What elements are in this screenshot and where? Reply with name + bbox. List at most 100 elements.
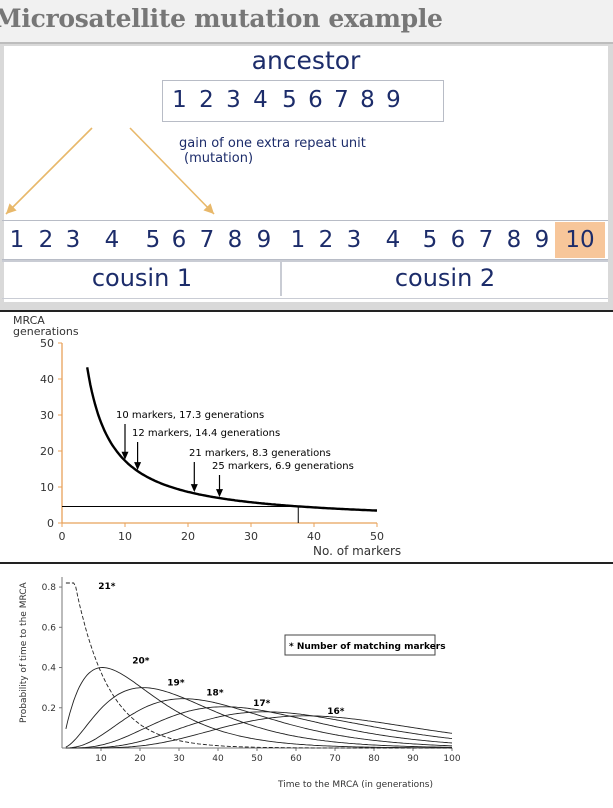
x-tick-label: 50 [370, 530, 384, 543]
y-tick-label: 0.2 [42, 704, 56, 714]
ancestor-repeat-unit: 1 [166, 82, 193, 118]
series-label: 17* [253, 699, 271, 709]
cousin2-repeat-unit: 7 [473, 222, 499, 258]
x-tick-label: 100 [443, 754, 460, 764]
cousin2-repeat-unit: 1 [285, 222, 311, 258]
annotation-arrow-head [190, 484, 198, 493]
cousin-label-divider [280, 260, 282, 296]
x-tick-label: 80 [368, 754, 380, 764]
cousin2-repeat-unit: 9 [529, 222, 555, 258]
distribution-curve [65, 715, 453, 749]
x-tick-label: 40 [307, 530, 321, 543]
annotation-arrow-head [121, 451, 129, 460]
inheritance-arrows [5, 127, 215, 215]
x-tick-label: 30 [244, 530, 258, 543]
series-label: 21* [98, 582, 116, 592]
y-axis-label: generations [13, 325, 79, 338]
annotation-arrow-head [216, 489, 223, 498]
cousin1-label: cousin 1 [91, 264, 193, 292]
series-label: 20* [132, 657, 150, 667]
y-tick-label: 0.8 [42, 583, 57, 593]
mrca-curve [86, 367, 377, 512]
ancestor-repeat-unit: 6 [302, 82, 329, 118]
cousin2-label: cousin 2 [394, 264, 496, 292]
x-axis-label: Time to the MRCA (in generations) [277, 780, 433, 790]
x-tick-label: 10 [118, 530, 132, 543]
y-tick-label: 0.6 [42, 623, 57, 633]
chart-c-svg: 0.2 0.4 0.6 0.8 10 20 30 40 50 60 70 80 90 100 Probabi… [19, 577, 461, 790]
cousin-label-row [2, 260, 608, 299]
x-tick-label: 0 [59, 530, 66, 543]
distribution-curve [65, 706, 453, 749]
distribution-curve [65, 711, 453, 749]
x-tick-label: 60 [290, 754, 302, 764]
ancestor-repeat-box [162, 80, 444, 122]
x-tick-label: 10 [95, 754, 107, 764]
y-tick-label: 50 [40, 337, 54, 350]
y-tick-label: 10 [40, 481, 54, 494]
mutation-note: (mutation) [184, 151, 254, 166]
ancestor-repeat-unit: 4 [247, 82, 274, 118]
y-tick-label: 40 [40, 373, 54, 386]
ancestor-repeat-unit: 2 [193, 82, 220, 118]
mutated-repeat-unit: 10 [555, 222, 605, 258]
x-tick-label: 30 [173, 754, 185, 764]
probability-distribution-chart: 0.2 0.4 0.6 0.8 10 20 30 40 50 60 70 80 90 100 Probabi… [0, 565, 613, 804]
legend-text: * Number of matching markers [289, 642, 446, 652]
mutation-note: gain of one extra repeat unit [179, 136, 366, 151]
ancestor-label: ancestor [251, 46, 361, 75]
mrca-vs-markers-chart: 0 10 20 30 40 50 0 10 20 30 40 50 MRCA generations No.… [0, 312, 613, 562]
y-axis-label: MRCA [13, 314, 45, 327]
cousin2-repeat-unit: 2 [313, 222, 339, 258]
series-label: 18* [206, 689, 224, 699]
annotation-label: 10 markers, 17.3 generations [116, 410, 264, 421]
cousin2-repeat-unit: 6 [445, 222, 471, 258]
y-tick-label: 0 [47, 517, 54, 530]
arrow-to-cousin2 [129, 127, 215, 215]
cousin2-repeat-unit: 4 [380, 222, 406, 258]
annotation-arrow-head [134, 462, 142, 471]
ancestor-repeat-unit: 5 [276, 82, 303, 118]
cousin-repeat-row [2, 220, 608, 260]
divider [0, 562, 613, 564]
distribution-curve [65, 687, 452, 748]
diagram-title: Microsatellite mutation example [0, 4, 443, 33]
series-label: 19* [167, 679, 185, 689]
y-tick-label: 20 [40, 445, 54, 458]
microsatellite-diagram: Microsatellite mutation example ancestor… [0, 0, 613, 310]
annotation-label: 25 markers, 6.9 generations [212, 461, 354, 472]
ancestor-repeat-unit: 8 [354, 82, 381, 118]
cousin2-repeat-unit: 5 [417, 222, 443, 258]
divider [0, 310, 613, 312]
cousin1-repeat-unit: 9 [251, 222, 277, 258]
legend-box [284, 634, 436, 656]
x-axis-label: No. of markers [313, 544, 401, 558]
cousin2-repeat-unit: 3 [341, 222, 367, 258]
cousin2-repeat-unit: 8 [501, 222, 527, 258]
arrow-to-cousin1-head [6, 203, 17, 214]
x-tick-label: 40 [212, 754, 224, 764]
y-tick-label: 30 [40, 409, 54, 422]
series-label: 16* [327, 707, 345, 717]
cousin1-repeat-unit: 2 [33, 222, 59, 258]
ancestor-repeat-unit: 7 [328, 82, 355, 118]
arrow-to-cousin2-head [203, 203, 214, 214]
y-axis-label: Probability of time to the MRCA [19, 581, 29, 723]
annotation-label: 12 markers, 14.4 generations [132, 428, 280, 439]
ancestor-repeat-unit: 3 [220, 82, 247, 118]
y-tick-label: 0.4 [42, 664, 57, 674]
distribution-curve [65, 582, 452, 749]
distribution-curve [65, 698, 452, 749]
x-tick-label: 20 [134, 754, 146, 764]
annotation-label: 21 markers, 8.3 generations [189, 448, 331, 459]
x-tick-label: 20 [181, 530, 195, 543]
x-tick-label: 70 [329, 754, 341, 764]
diagram-body: ancestor 1 2 3 4 5 6 7 8 9 gain of one extra repea… [2, 46, 608, 302]
cousin1-repeat-unit: 6 [166, 222, 192, 258]
cousin1-repeat-unit: 8 [222, 222, 248, 258]
cousin1-repeat-unit: 4 [99, 222, 125, 258]
x-tick-label: 50 [251, 754, 263, 764]
cousin1-repeat-unit: 5 [140, 222, 166, 258]
cousin1-repeat-unit: 7 [194, 222, 220, 258]
